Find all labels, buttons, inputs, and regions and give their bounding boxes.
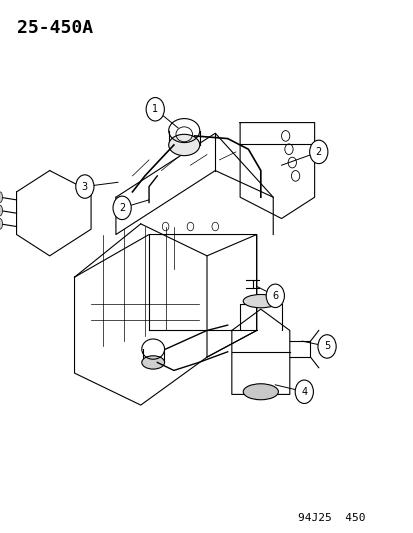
Ellipse shape	[0, 192, 2, 203]
Text: 94J25  450: 94J25 450	[297, 513, 365, 523]
Circle shape	[76, 175, 94, 198]
Circle shape	[309, 140, 327, 164]
Circle shape	[113, 196, 131, 220]
Text: 1: 1	[152, 104, 158, 114]
Circle shape	[146, 98, 164, 121]
Circle shape	[317, 335, 335, 358]
Ellipse shape	[0, 219, 2, 229]
Text: 2: 2	[119, 203, 125, 213]
Ellipse shape	[243, 384, 278, 400]
Text: 2: 2	[315, 147, 321, 157]
Ellipse shape	[141, 356, 164, 369]
Text: 5: 5	[323, 342, 330, 351]
Ellipse shape	[0, 205, 2, 216]
Circle shape	[294, 380, 313, 403]
Text: 3: 3	[82, 182, 88, 191]
Ellipse shape	[169, 134, 199, 156]
Circle shape	[266, 284, 284, 308]
Ellipse shape	[243, 294, 278, 308]
Text: 6: 6	[272, 291, 278, 301]
Text: 25-450A: 25-450A	[17, 19, 93, 37]
Text: 4: 4	[301, 387, 306, 397]
